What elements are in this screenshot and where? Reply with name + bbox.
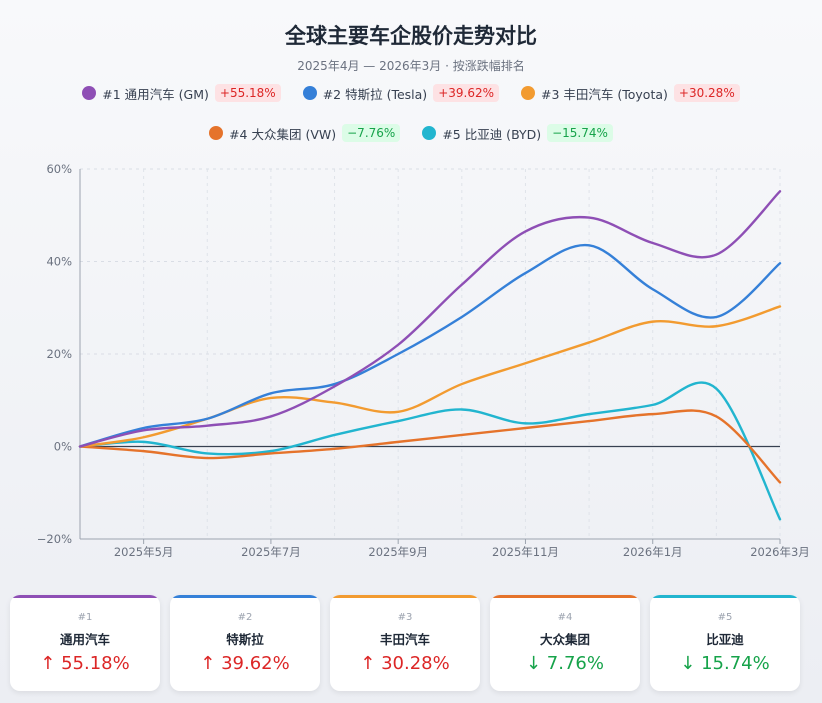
legend-change-badge: +30.28%: [673, 84, 740, 102]
card-company-name: 通用汽车: [59, 632, 110, 647]
legend-change-badge: +39.62%: [433, 84, 499, 102]
card-rank: #4: [557, 612, 573, 623]
x-tick-label: 2025年11月: [492, 545, 559, 559]
y-tick-label: 20%: [46, 347, 72, 361]
card-company-name: 比亚迪: [706, 632, 744, 647]
card-rank: #5: [717, 612, 733, 623]
y-tick-label: 60%: [46, 162, 72, 176]
rank-card-toyota[interactable]: #3 丰田汽车 ↑ 30.28%: [330, 595, 480, 691]
card-company-name: 丰田汽车: [379, 632, 430, 647]
legend-row-2: #4 大众集团 (VW) −7.76% #5 比亚迪 (BYD) −15.74%: [0, 122, 822, 144]
series-line-byd: [78, 381, 782, 521]
legend-item-gm[interactable]: #1 通用汽车 (GM) +55.18%: [82, 82, 281, 104]
legend-item-vw[interactable]: #4 大众集团 (VW) −7.76%: [209, 122, 401, 144]
legend-dot-icon: [521, 86, 535, 100]
x-tick-label: 2025年5月: [114, 545, 174, 559]
chart-subtitle: 2025年4月 — 2026年3月 · 按涨跌幅排名: [297, 59, 525, 73]
rank-card-tesla[interactable]: #2 特斯拉 ↑ 39.62%: [170, 595, 320, 691]
legend-change-badge: +55.18%: [214, 84, 281, 102]
y-tick-label: 0%: [54, 440, 72, 454]
card-accent-bar: [170, 595, 320, 598]
chart-title: 全球主要车企股价走势对比: [285, 24, 537, 48]
card-rank: #1: [77, 612, 93, 623]
rank-card-byd[interactable]: #5 比亚迪 ↓ 15.74%: [650, 595, 800, 691]
rank-card-vw[interactable]: #4 大众集团 ↓ 7.76%: [490, 595, 640, 691]
legend-row-1: #1 通用汽车 (GM) +55.18% #2 特斯拉 (Tesla) +39.…: [0, 82, 822, 104]
series-line-gm: [78, 190, 782, 448]
legend-label: #1 通用汽车 (GM): [102, 86, 209, 102]
legend-dot-icon: [82, 86, 97, 100]
card-company-name: 特斯拉: [226, 632, 264, 647]
card-rank: #2: [237, 612, 253, 623]
card-change-value: ↓ 15.74%: [680, 653, 770, 674]
x-tick-label: 2026年1月: [623, 545, 683, 559]
legend-item-tesla[interactable]: #2 特斯拉 (Tesla) +39.62%: [302, 82, 499, 104]
legend-label: #4 大众集团 (VW): [229, 126, 337, 142]
card-company-name: 大众集团: [539, 632, 590, 647]
series-line-toyota: [78, 305, 782, 448]
card-accent-bar: [650, 595, 800, 598]
line-chart: −20% 0% 20% 40% 60% 2025年5月 2025年7月 2025年9月 2025…: [37, 162, 810, 559]
legend-label: #5 比亚迪 (BYD): [442, 126, 542, 142]
x-tick-label: 2025年7月: [241, 545, 301, 559]
legend-item-byd[interactable]: #5 比亚迪 (BYD) −15.74%: [422, 122, 613, 144]
card-change-value: ↓ 7.76%: [526, 653, 604, 674]
series-line-vw: [78, 409, 782, 484]
legend-dot-icon: [422, 126, 437, 140]
card-accent-bar: [490, 595, 640, 598]
card-change-value: ↑ 39.62%: [200, 653, 290, 674]
y-tick-label: −20%: [37, 532, 72, 546]
x-tick-label: 2026年3月: [750, 545, 810, 559]
legend-label: #2 特斯拉 (Tesla): [322, 86, 428, 102]
card-change-value: ↑ 30.28%: [360, 653, 450, 674]
legend-change-badge: −7.76%: [342, 124, 401, 142]
y-tick-label: 40%: [46, 255, 72, 269]
legend-change-badge: −15.74%: [547, 124, 613, 142]
legend-label: #3 丰田汽车 (Toyota): [541, 86, 668, 102]
legend-item-toyota[interactable]: #3 丰田汽车 (Toyota) +30.28%: [521, 82, 740, 104]
legend-dot-icon: [209, 126, 224, 140]
legend-dot-icon: [302, 86, 317, 100]
card-accent-bar: [10, 595, 160, 598]
card-accent-bar: [330, 595, 480, 598]
card-rank: #3: [397, 612, 413, 623]
rank-card-gm[interactable]: #1 通用汽车 ↑ 55.18%: [10, 595, 160, 691]
x-tick-label: 2025年9月: [368, 545, 428, 559]
series-line-tesla: [78, 243, 782, 448]
card-change-value: ↑ 55.18%: [40, 653, 130, 674]
